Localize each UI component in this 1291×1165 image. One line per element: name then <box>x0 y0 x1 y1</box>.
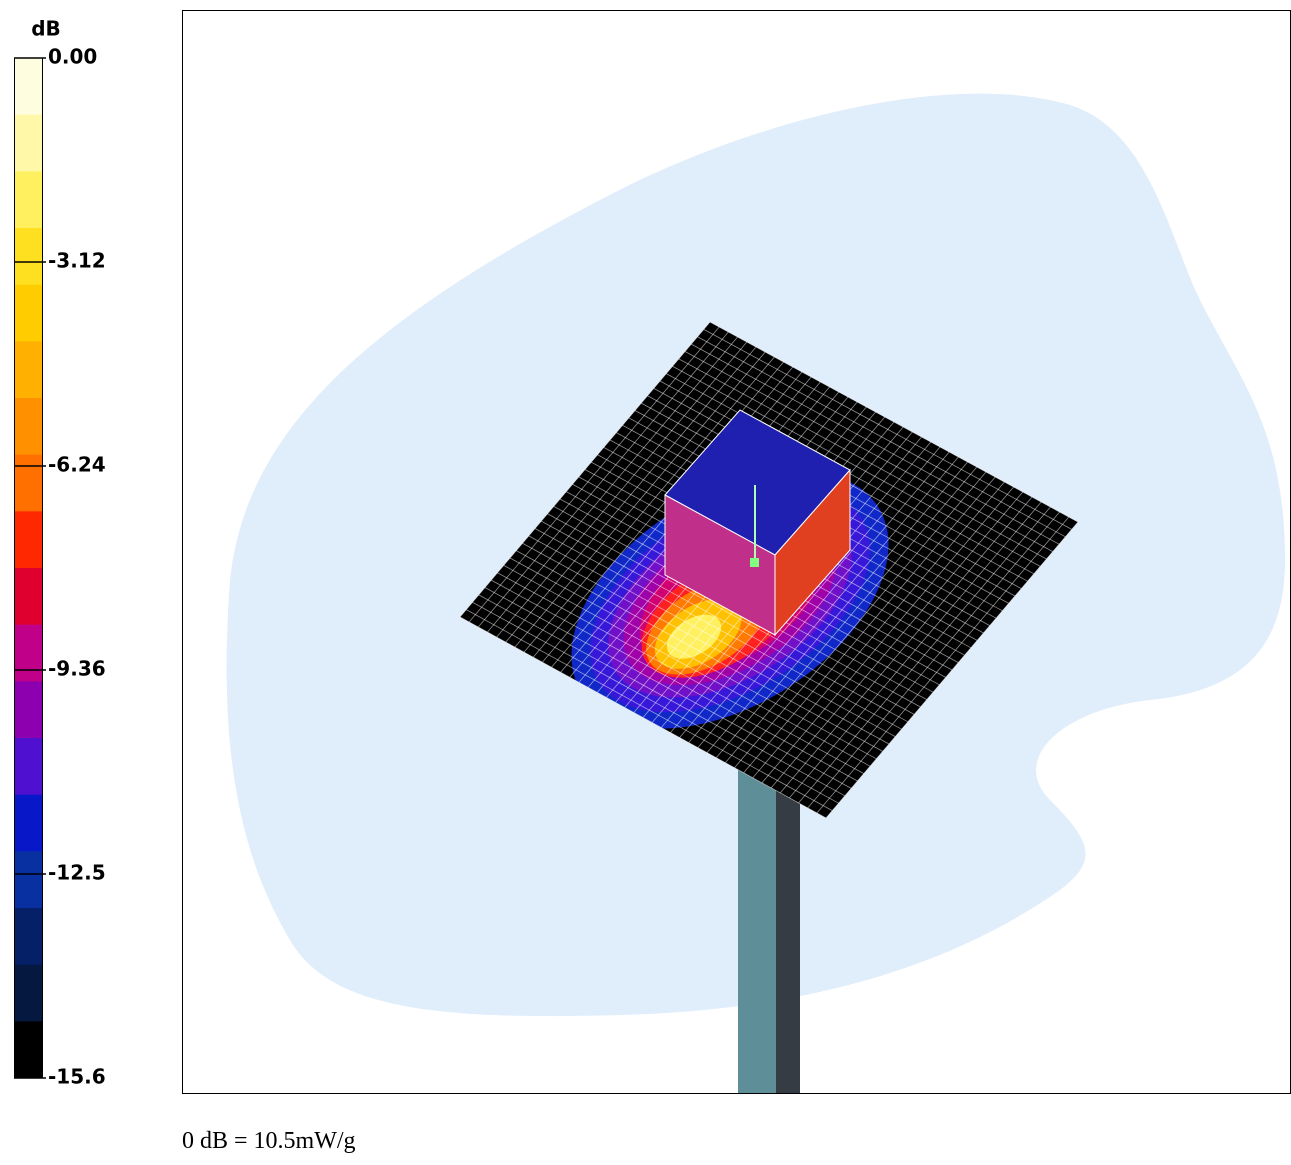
colorbar-label: -15.6 <box>48 1065 106 1089</box>
colorbar-band <box>14 171 42 228</box>
colorbar-band <box>14 285 42 342</box>
colorbar-band <box>14 115 42 172</box>
colorbar-label: -12.5 <box>48 861 106 885</box>
viewport <box>227 94 1285 1100</box>
colorbar-band <box>14 568 42 625</box>
colorbar-band <box>14 511 42 568</box>
colorbar-band <box>14 681 42 738</box>
colorbar-band <box>14 795 42 852</box>
colorbar-label: -9.36 <box>48 657 106 681</box>
caption: 0 dB = 10.5mW/g <box>182 1128 356 1154</box>
colorbar-band <box>14 738 42 795</box>
colorbar-label: 0.00 <box>48 45 97 69</box>
colorbar-band <box>14 851 42 908</box>
colorbar-band <box>14 1021 42 1078</box>
colorbar-band <box>14 625 42 682</box>
probe-point <box>750 558 759 567</box>
colorbar-band <box>14 965 42 1022</box>
colorbar-band <box>14 455 42 512</box>
colorbar-unit: dB <box>31 17 61 41</box>
colorbar-band <box>14 228 42 285</box>
colorbar-band <box>14 341 42 398</box>
colorbar-band <box>14 398 42 455</box>
pole <box>738 770 776 1100</box>
pole-shade <box>776 790 800 1100</box>
colorbar: 0.00 -3.12 -6.24 -9.36 -12.5 -15.6 <box>14 45 106 1089</box>
colorbar-label: -3.12 <box>48 249 106 273</box>
sar-view: 0.00 -3.12 -6.24 -9.36 -12.5 -15.6 dB 0 dB = … <box>0 0 1291 1165</box>
colorbar-label: -6.24 <box>48 453 106 477</box>
colorbar-band <box>14 908 42 965</box>
colorbar-band <box>14 58 42 115</box>
